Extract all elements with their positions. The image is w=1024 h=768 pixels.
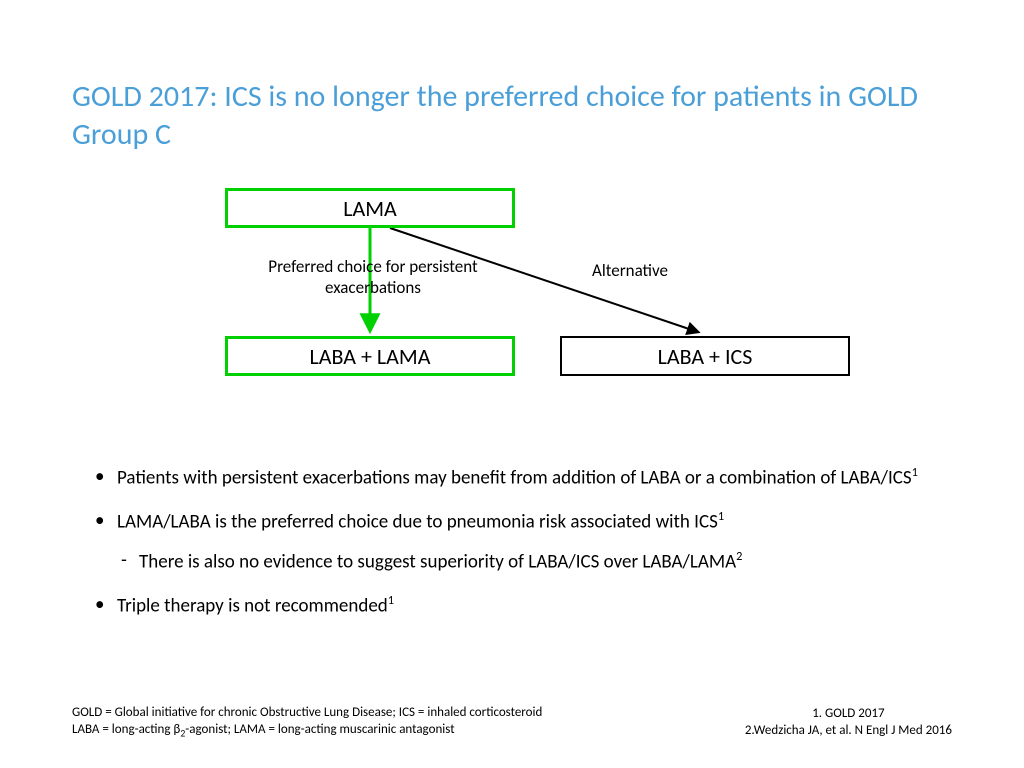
label-alternative: Alternative (570, 260, 690, 281)
ref-1: 1. GOLD 2017 (745, 706, 952, 723)
footnote-abbrev-1: GOLD = Global initiative for chronic Obs… (72, 705, 542, 722)
footnotes-left: GOLD = Global initiative for chronic Obs… (72, 705, 542, 740)
bullet-item: Triple therapy is not recommended1 (95, 593, 952, 619)
footnote-abbrev-2: LABA = long-acting β2-agonist; LAMA = lo… (72, 722, 542, 740)
ref-2: 2.Wedzicha JA, et al. N Engl J Med 2016 (745, 723, 952, 740)
bullet-list: Patients with persistent exacerbations m… (95, 465, 952, 637)
box-laba-lama: LABA + LAMA (225, 336, 515, 376)
bullet-item: Patients with persistent exacerbations m… (95, 465, 952, 491)
sub-bullet-item: There is also no evidence to suggest sup… (117, 549, 952, 575)
box-laba-ics: LABA + ICS (560, 336, 850, 376)
flow-diagram (0, 0, 1024, 768)
bullet-item: LAMA/LABA is the preferred choice due to… (95, 509, 952, 575)
footnotes-right: 1. GOLD 2017 2.Wedzicha JA, et al. N Eng… (745, 706, 952, 740)
footnote-pre: LABA = long-acting β (72, 722, 180, 737)
box-lama: LAMA (225, 188, 515, 228)
footnote-post: -agonist; LAMA = long-acting muscarinic … (185, 722, 454, 737)
label-preferred: Preferred choice for persistent exacerba… (233, 256, 513, 298)
